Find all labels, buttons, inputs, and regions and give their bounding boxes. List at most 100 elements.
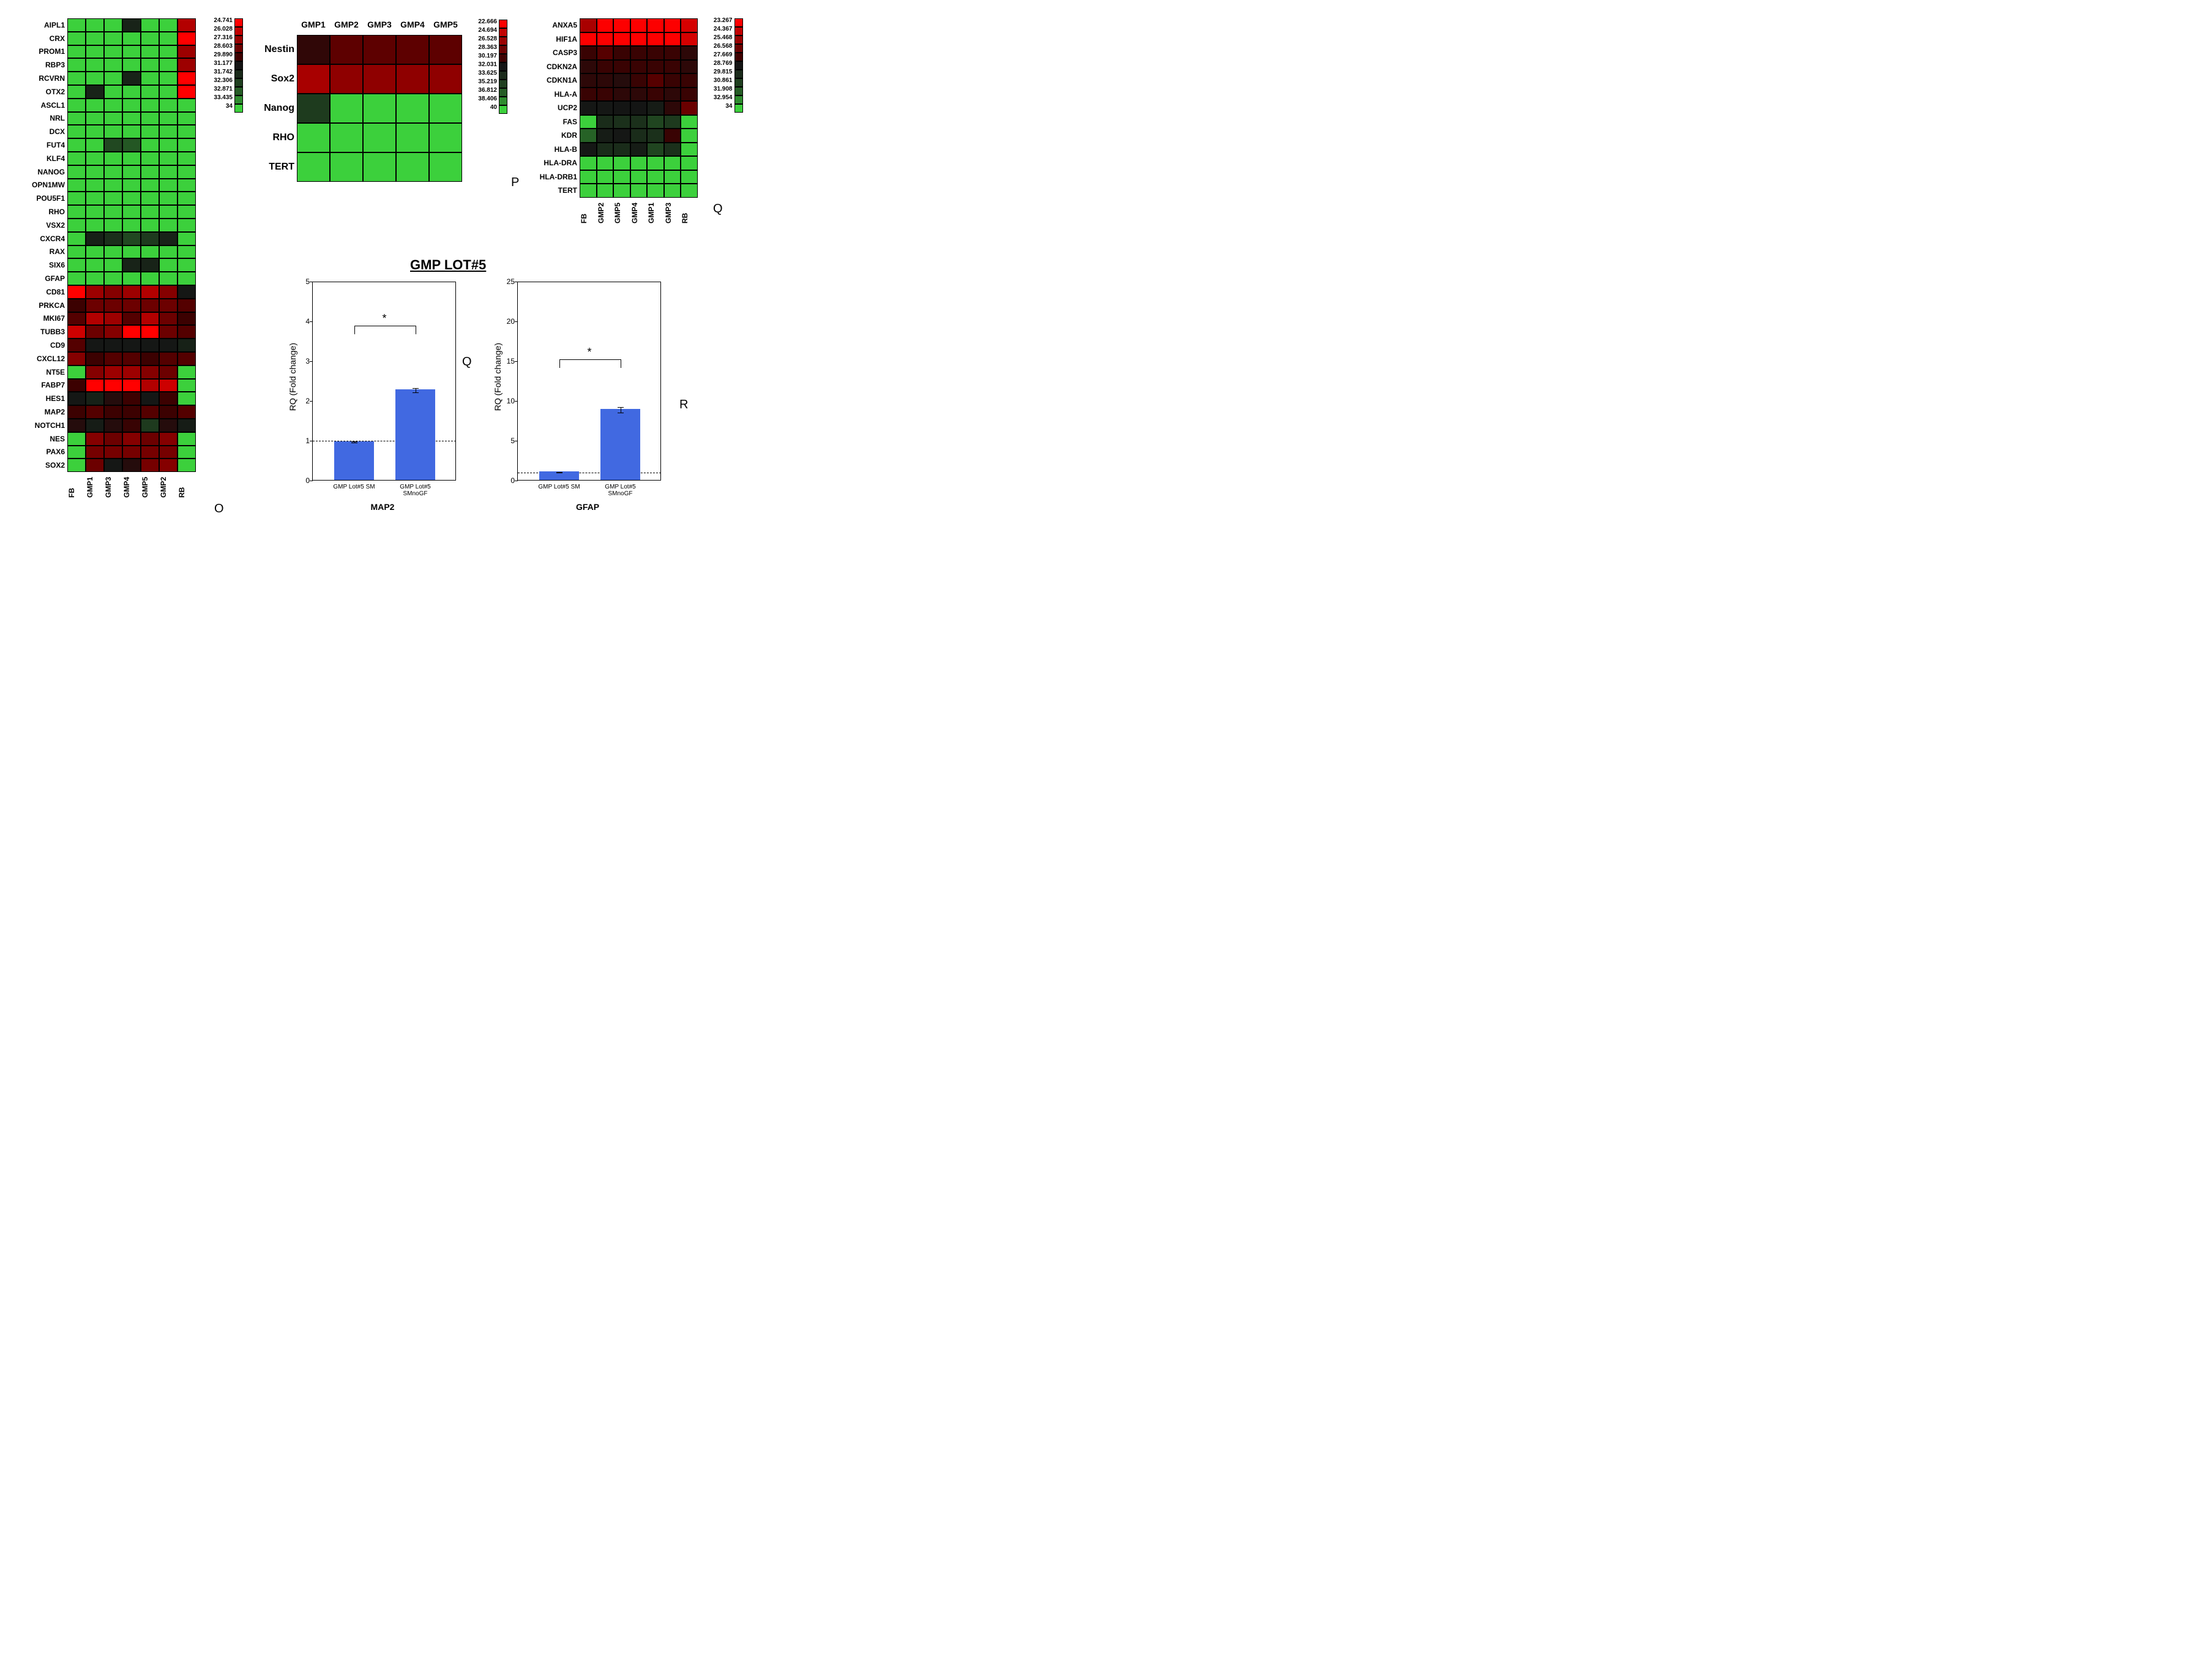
heatmap-O-rowlabel: CD81 [18, 285, 67, 299]
heatmap-O-cell [177, 18, 196, 32]
heatmap-Q-rowlabel: HLA-DRA [536, 156, 580, 170]
heatmap-O-cell [177, 192, 196, 205]
legend-swatch [234, 95, 243, 104]
legend-tick: 30.861 [707, 77, 733, 86]
legend-swatch [734, 53, 743, 61]
heatmap-O-cell [104, 272, 122, 285]
heatmap-O-cell [177, 419, 196, 432]
heatmap-O-cell [67, 272, 86, 285]
heatmap-Q-rowlabel: FAS [536, 115, 580, 129]
heatmap-O-cell [177, 112, 196, 125]
heatmap-O-cell [159, 58, 177, 72]
heatmap-P-rowlabel: Nanog [251, 94, 297, 123]
legend-tick: 24.367 [707, 26, 733, 34]
heatmap-O-cell [141, 85, 159, 99]
heatmap-O-cell [159, 299, 177, 312]
heatmap-O-cell [67, 125, 86, 138]
heatmap-Q-collabel: GMP2 [597, 203, 614, 223]
heatmap-Q-collabel: GMP1 [647, 203, 664, 223]
heatmap-P-collabel: GMP3 [363, 20, 396, 29]
heatmap-O-cell [67, 192, 86, 205]
heatmap-O-cell [86, 45, 104, 59]
legend-swatch [234, 70, 243, 78]
heatmap-O-cell [159, 192, 177, 205]
heatmap-P-cell [429, 94, 462, 123]
heatmap-Q-cell [580, 88, 597, 102]
heatmap-O-cell [159, 45, 177, 59]
heatmap-O-cell [104, 419, 122, 432]
bar-ytick: 5 [297, 277, 310, 286]
heatmap-O-cell [86, 432, 104, 446]
heatmap-O-cell [67, 138, 86, 152]
heatmap-O-rowlabel: CXCL12 [18, 352, 67, 365]
heatmap-Q-cell [647, 60, 664, 74]
heatmap-O-cell [67, 325, 86, 339]
heatmap-O-cell [67, 312, 86, 326]
heatmap-O-cell [86, 58, 104, 72]
heatmap-O-rowlabel: DCX [18, 125, 67, 138]
heatmap-Q-rowlabel: HLA-B [536, 143, 580, 157]
heatmap-Q-cell [597, 88, 614, 102]
heatmap-O-cell [159, 325, 177, 339]
heatmap-O-cell [67, 352, 86, 365]
heatmap-Q-cell [630, 101, 648, 115]
heatmap-Q-cell [580, 143, 597, 157]
heatmap-O-cell [104, 18, 122, 32]
heatmap-O-cell [177, 205, 196, 219]
legend-swatch [734, 27, 743, 36]
heatmap-O-cell [86, 379, 104, 392]
bar-category-label: GMP Lot#5 SMnoGF [594, 484, 646, 497]
heatmap-Q-cell [681, 32, 698, 47]
heatmap-Q-cell [630, 18, 648, 32]
heatmap-Q-cell [613, 18, 630, 32]
heatmap-O-cell [86, 258, 104, 272]
heatmap-O-cell [104, 125, 122, 138]
legend-tick: 32.031 [471, 61, 497, 70]
heatmap-O-rowlabel: TUBB3 [18, 325, 67, 339]
legend-tick: 34 [207, 103, 233, 111]
heatmap-Q-cell [681, 129, 698, 143]
heatmap-O-cell [141, 192, 159, 205]
legend-tick: 26.028 [207, 26, 233, 34]
heatmap-O-cell [67, 339, 86, 352]
heatmap-O-cell [177, 232, 196, 245]
heatmap-O-cell [122, 179, 141, 192]
legend-swatch [734, 95, 743, 104]
heatmap-Q-rowlabel: UCP2 [536, 101, 580, 115]
heatmap-Q-cell [580, 32, 597, 47]
heatmap-O-cell [177, 179, 196, 192]
heatmap-O-cell [67, 112, 86, 125]
heatmap-O-cell [86, 405, 104, 419]
heatmap-O-cell [141, 152, 159, 165]
heatmap-Q-cell [664, 60, 681, 74]
heatmap-O-rowlabel: ASCL1 [18, 99, 67, 112]
heatmap-Q-cell [580, 129, 597, 143]
heatmap-O-cell [67, 219, 86, 232]
legend-swatch [734, 36, 743, 44]
heatmap-Q-cell [580, 101, 597, 115]
heatmap-O-cell [86, 165, 104, 179]
bar-chart-map2: 012345GMP Lot#5 SMGMP Lot#5 SMnoGF * RQ … [291, 282, 459, 514]
heatmap-Q-cell [681, 184, 698, 198]
heatmap-O-cell [104, 352, 122, 365]
heatmap-Q-rowlabel: CDKN1A [536, 73, 580, 88]
panel-letter-bar-Q: Q [462, 355, 472, 369]
heatmap-O-rowlabel: RBP3 [18, 58, 67, 72]
heatmap-O-cell [159, 18, 177, 32]
heatmap-Q-cell [630, 73, 648, 88]
heatmap-Q-cell [630, 143, 648, 157]
heatmap-Q-cell [597, 184, 614, 198]
heatmap-P-cell [363, 123, 396, 152]
heatmap-Q-cell [580, 73, 597, 88]
bar-gfap-plot: 0510152025GMP Lot#5 SMGMP Lot#5 SMnoGF * [517, 282, 661, 481]
heatmap-O-cell [122, 138, 141, 152]
heatmap-O-cell [86, 272, 104, 285]
legend-tick: 32.871 [207, 86, 233, 94]
heatmap-Q-cell [597, 143, 614, 157]
heatmap-O-cell [104, 299, 122, 312]
heatmap-O-cell [86, 138, 104, 152]
heatmap-Q-cell [613, 101, 630, 115]
heatmap-O-cell [67, 365, 86, 379]
legend-swatch [234, 104, 243, 113]
heatmap-P-cell [297, 64, 330, 94]
